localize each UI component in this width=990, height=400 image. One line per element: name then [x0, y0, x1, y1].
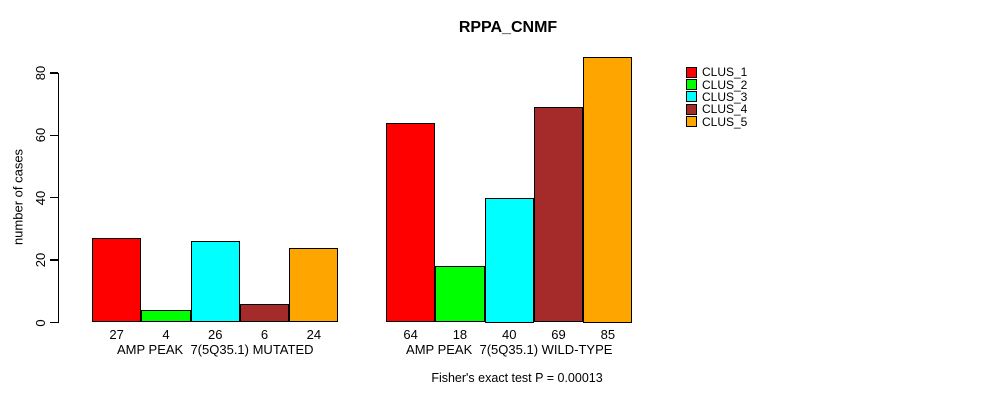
- legend-label: CLUS_1: [702, 65, 748, 80]
- y-tick-label: 80: [32, 65, 48, 81]
- legend-item-clus_5: CLUS_5: [686, 116, 747, 128]
- group-label: AMP PEAK 7(5Q35.1) WILD-TYPE: [406, 342, 613, 357]
- y-axis-tick: [50, 259, 58, 261]
- bar-clus_1-group2: [386, 122, 436, 323]
- bar-value-label: 18: [452, 326, 468, 342]
- y-tick-label: 60: [32, 128, 48, 143]
- legend-item-clus_2: CLUS_2: [686, 77, 748, 92]
- bar-value-label: 6: [260, 326, 269, 342]
- y-tick-label: 40: [32, 190, 48, 205]
- legend-label: CLUS_5: [702, 114, 748, 129]
- chart-title: RPPA_CNMF: [458, 19, 558, 36]
- bar-clus_4-group1: [239, 303, 290, 323]
- legend-swatch-icon: [686, 66, 697, 78]
- legend-swatch-icon: [686, 79, 697, 91]
- legend-item-clus_4: CLUS_4: [686, 103, 747, 115]
- legend-swatch-icon: [686, 103, 697, 115]
- y-axis-tick: [50, 197, 58, 199]
- legend: CLUS_1 CLUS_2 CLUS_3 CLUS_4 CLUS_5: [686, 66, 747, 128]
- y-axis-tick: [50, 72, 58, 74]
- legend-swatch-icon: [686, 116, 697, 128]
- group-label: AMP PEAK 7(5Q35.1) MUTATED: [117, 342, 314, 357]
- legend-item-clus_3: CLUS_3: [686, 91, 747, 103]
- bar-clus_5-group1: [289, 247, 339, 323]
- bar-clus_5-group2: [583, 57, 633, 323]
- bar-value-label: 4: [162, 326, 170, 342]
- legend-label: CLUS_4: [702, 102, 748, 117]
- bar-value-label: 40: [502, 326, 517, 342]
- bar-clus_3-group1: [190, 241, 240, 323]
- fisher-test-caption: Fisher's exact test P = 0.00013: [431, 371, 603, 385]
- y-tick-label: 20: [32, 252, 48, 268]
- y-axis-tick: [50, 321, 58, 324]
- bar-clus_1-group1: [92, 238, 142, 323]
- legend-label: CLUS_3: [702, 89, 748, 104]
- bar-clus_4-group2: [533, 107, 584, 323]
- y-tick-label: 0: [32, 318, 48, 327]
- legend-swatch-icon: [686, 91, 697, 103]
- bar-value-label: 69: [551, 326, 566, 342]
- y-axis-tick: [50, 134, 58, 137]
- bar-value-label: 24: [306, 326, 322, 342]
- bar-clus_3-group2: [484, 197, 534, 323]
- bar-value-label: 85: [600, 326, 616, 342]
- bar-clus_2-group2: [435, 266, 485, 323]
- legend-item-clus_1: CLUS_1: [686, 66, 747, 78]
- bar-value-label: 26: [208, 326, 223, 342]
- bar-clus_2-group1: [141, 310, 191, 323]
- bar-value-label: 64: [403, 326, 418, 342]
- bar-value-label: 27: [109, 326, 124, 342]
- legend-label: CLUS_2: [702, 77, 748, 92]
- y-axis-line: [58, 73, 60, 323]
